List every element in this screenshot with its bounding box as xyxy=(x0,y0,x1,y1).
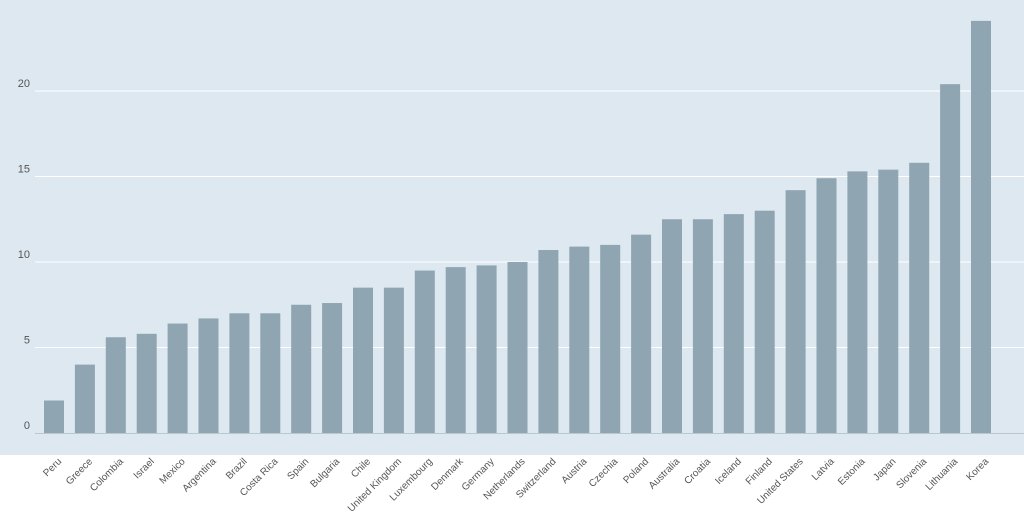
bar-netherlands xyxy=(507,262,528,433)
bar-australia xyxy=(662,219,682,433)
bar-united-kingdom xyxy=(383,287,404,433)
bar-latvia xyxy=(816,178,837,433)
bar-iceland xyxy=(723,214,744,433)
x-tick-label: Mexico xyxy=(158,456,188,486)
bar-peru xyxy=(44,400,64,433)
y-tick-label: 0 xyxy=(24,420,30,432)
bar-korea xyxy=(971,20,991,433)
bar-denmark xyxy=(445,267,466,433)
x-tick-label: United Kingdom xyxy=(346,456,404,514)
x-tick-label: Colombia xyxy=(88,456,126,494)
bar-switzerland xyxy=(538,250,559,433)
y-tick-label: 5 xyxy=(24,335,30,347)
x-tick-label: Czechia xyxy=(587,456,621,490)
x-tick-label: Estonia xyxy=(836,456,868,488)
y-axis-ticks: 0 5 10 15 20 xyxy=(18,78,30,432)
bar-costa-rica xyxy=(260,313,281,433)
x-tick-label: Finland xyxy=(744,456,775,487)
bar-czechia xyxy=(600,244,621,433)
x-tick-label: Korea xyxy=(964,456,991,483)
x-tick-label: Poland xyxy=(621,456,651,486)
bar-colombia xyxy=(105,337,126,433)
y-tick-label: 20 xyxy=(18,78,30,90)
x-tick-label: Austria xyxy=(560,456,590,486)
bar-greece xyxy=(74,364,95,433)
bar-bulgaria xyxy=(322,303,343,433)
x-tick-label: Australia xyxy=(647,456,683,492)
bar-poland xyxy=(631,234,652,433)
bar-germany xyxy=(476,265,497,433)
x-tick-label: Argentina xyxy=(181,456,219,494)
bar-spain xyxy=(291,304,312,433)
bar-united-states xyxy=(785,190,806,433)
x-tick-label: Peru xyxy=(41,456,64,479)
bar-croatia xyxy=(692,219,713,433)
bar-finland xyxy=(754,210,775,433)
bar-israel xyxy=(136,333,157,433)
bar-slovenia xyxy=(909,162,930,433)
bar-austria xyxy=(569,246,590,433)
bar-japan xyxy=(878,169,899,433)
bar-argentina xyxy=(198,318,219,433)
x-tick-label: Latvia xyxy=(810,456,837,483)
bar-luxembourg xyxy=(414,270,435,433)
y-tick-label: 10 xyxy=(18,249,30,261)
x-tick-label: Lithuania xyxy=(924,456,961,493)
bar-mexico xyxy=(167,323,188,433)
x-tick-label: Iceland xyxy=(713,456,744,487)
x-tick-label: Japan xyxy=(871,456,898,483)
bars xyxy=(44,20,991,433)
x-tick-label: Brazil xyxy=(224,456,249,481)
x-tick-label: Croatia xyxy=(682,456,713,487)
bar-estonia xyxy=(847,171,868,433)
x-tick-label: Chile xyxy=(349,456,373,480)
bar-chile xyxy=(353,287,373,433)
x-tick-label: Bulgaria xyxy=(308,456,342,490)
y-tick-label: 15 xyxy=(18,164,30,176)
x-tick-label: Spain xyxy=(285,456,311,482)
bar-brazil xyxy=(229,313,250,433)
x-tick-label: Israel xyxy=(132,456,157,481)
bar-lithuania xyxy=(940,84,961,433)
